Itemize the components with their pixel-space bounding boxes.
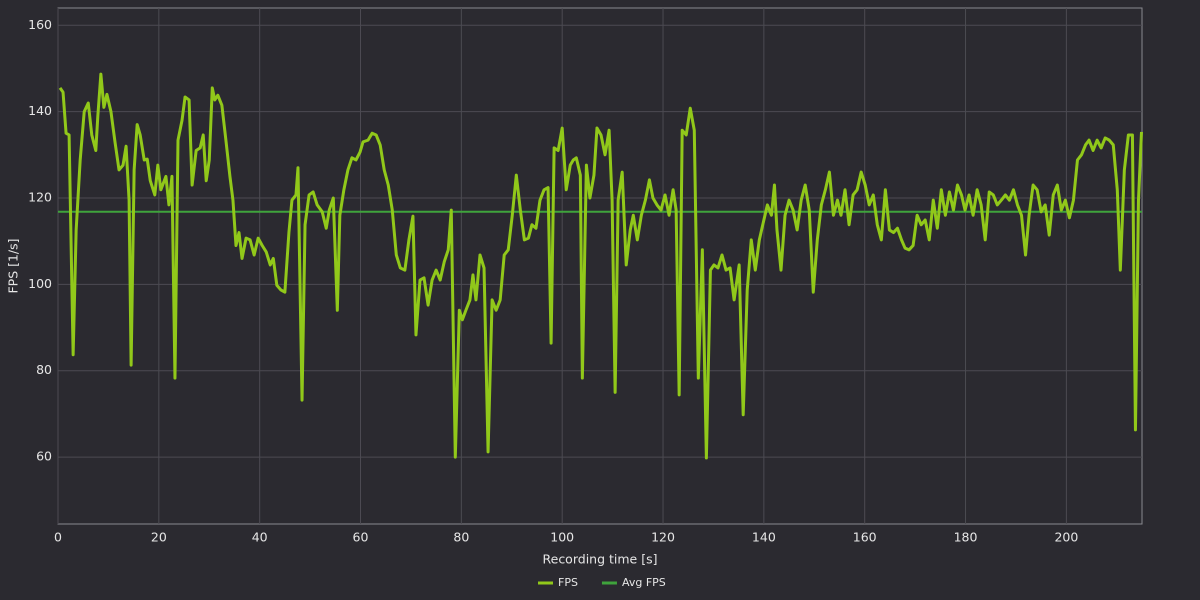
x-tick-label: 200 bbox=[1054, 530, 1078, 545]
y-tick-label: 160 bbox=[28, 17, 52, 32]
y-tick-label: 120 bbox=[28, 189, 52, 204]
x-tick-label: 140 bbox=[752, 530, 776, 545]
y-tick-label: 60 bbox=[36, 449, 52, 464]
x-tick-label: 180 bbox=[954, 530, 978, 545]
x-tick-label: 60 bbox=[353, 530, 369, 545]
x-tick-label: 160 bbox=[853, 530, 877, 545]
x-axis-label: Recording time [s] bbox=[543, 552, 658, 567]
x-tick-label: 80 bbox=[453, 530, 469, 545]
legend-label: FPS bbox=[558, 576, 578, 589]
series-line bbox=[58, 72, 1143, 460]
grid: 60 80 100 120 140 160 0 20 40 60 80 100 120 140 160 180… bbox=[28, 8, 1142, 545]
x-tick-label: 40 bbox=[252, 530, 268, 545]
y-tick-label: 140 bbox=[28, 103, 52, 118]
x-tick-label: 20 bbox=[151, 530, 167, 545]
y-axis-label: FPS [1/s] bbox=[6, 238, 21, 293]
plot bbox=[58, 72, 1143, 460]
x-tick-label: 100 bbox=[550, 530, 574, 545]
x-tick-label: 0 bbox=[54, 530, 62, 545]
legend-label: Avg FPS bbox=[622, 576, 666, 589]
plot-frame bbox=[57, 7, 1143, 525]
x-tick-label: 120 bbox=[651, 530, 675, 545]
legend: FPS Avg FPS bbox=[538, 576, 666, 589]
y-tick-label: 100 bbox=[28, 276, 52, 291]
y-tick-label: 80 bbox=[36, 362, 52, 377]
